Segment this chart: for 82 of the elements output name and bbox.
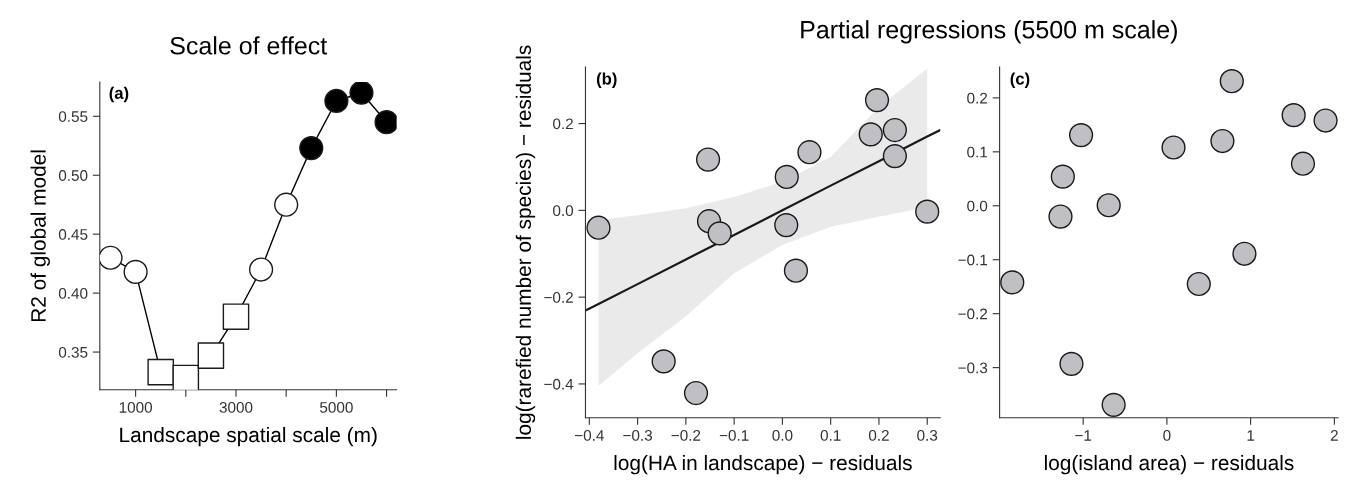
- y-tick-label: 0.55: [58, 111, 88, 122]
- y-tick-label: 0.45: [58, 229, 88, 240]
- point: [1161, 135, 1186, 160]
- y-tick-label: 0.35: [58, 346, 88, 358]
- point: [915, 199, 940, 224]
- y-tick-label: 0.40: [58, 287, 88, 299]
- y-tick-label: 0.1: [967, 146, 988, 158]
- point: [882, 117, 907, 143]
- point: [1313, 108, 1338, 133]
- point: [774, 164, 799, 190]
- x-axis-title: log(HA in landscape) − residuals: [614, 454, 912, 475]
- x-tick-label: 1000: [119, 401, 153, 413]
- point: [1101, 392, 1126, 417]
- point: [1068, 123, 1094, 148]
- y-tick-label: −0.4: [544, 378, 574, 390]
- chart-title: Scale of effect: [170, 36, 328, 55]
- y-tick-label: 0.2: [967, 92, 988, 104]
- x-tick-label: 0.1: [820, 430, 841, 441]
- point: [99, 245, 123, 270]
- x-tick-label: 0.3: [917, 430, 938, 441]
- point: [882, 143, 907, 169]
- point: [651, 349, 676, 374]
- x-tick-label: 0.0: [772, 430, 793, 441]
- point: [349, 82, 374, 105]
- point: [1219, 69, 1244, 94]
- point: [858, 122, 883, 147]
- x-tick-label: −0.1: [719, 430, 749, 441]
- x-tick-label: 5000: [320, 401, 353, 413]
- point: [147, 358, 175, 386]
- point: [797, 140, 822, 165]
- point: [1000, 270, 1025, 295]
- x-axis-title: log(island area) − residuals: [1044, 454, 1294, 475]
- point: [222, 303, 250, 331]
- point: [1290, 151, 1316, 176]
- point: [683, 380, 709, 406]
- point: [374, 110, 397, 135]
- x-tick-label: −1: [1075, 430, 1092, 441]
- point: [774, 213, 799, 238]
- x-tick-label: 2: [1330, 430, 1338, 441]
- y-tick-label: 0.0: [967, 200, 988, 212]
- y-tick-label: 0.2: [553, 118, 573, 130]
- point: [1048, 204, 1073, 229]
- annotation: (b): [596, 72, 617, 88]
- x-tick-label: 0.2: [868, 430, 889, 441]
- annotation: (a): [109, 86, 129, 103]
- y-tick-label: 0.0: [553, 205, 574, 217]
- point: [197, 342, 225, 369]
- point: [172, 364, 200, 390]
- point: [299, 136, 324, 161]
- x-tick-label: −0.4: [575, 430, 604, 441]
- y-tick-label: −0.2: [958, 308, 988, 320]
- y-tick-label: −0.1: [958, 254, 988, 266]
- point: [1096, 193, 1121, 218]
- y-axis-title: log(rarefied number of species) − residuals: [515, 45, 536, 439]
- point: [1232, 241, 1257, 266]
- y-tick-label: −0.3: [958, 362, 988, 374]
- x-tick-label: 3000: [219, 401, 253, 413]
- x-tick-label: 1: [1247, 430, 1255, 441]
- annotation: (c): [1010, 72, 1030, 88]
- point: [1050, 164, 1075, 189]
- x-tick-label: −0.2: [671, 430, 701, 441]
- point: [123, 259, 148, 285]
- point: [1059, 351, 1084, 376]
- y-axis-title: R2 of global model: [30, 150, 50, 322]
- point: [248, 257, 274, 282]
- point: [707, 221, 732, 246]
- point: [1281, 103, 1306, 128]
- x-axis-title: Landscape spatial scale (m): [120, 426, 377, 447]
- x-tick-label: 0: [1163, 430, 1171, 441]
- line-series: [585, 128, 941, 312]
- point: [1210, 128, 1235, 154]
- point: [274, 192, 299, 217]
- chart-title: Partial regressions (5500 m scale): [801, 20, 1177, 44]
- point: [586, 215, 611, 240]
- point: [783, 258, 809, 283]
- point: [1186, 271, 1211, 297]
- y-tick-label: 0.50: [58, 170, 88, 181]
- point: [864, 88, 890, 113]
- x-tick-label: −0.3: [623, 430, 653, 441]
- point: [695, 147, 721, 172]
- point: [324, 88, 349, 114]
- y-tick-label: −0.2: [544, 292, 573, 303]
